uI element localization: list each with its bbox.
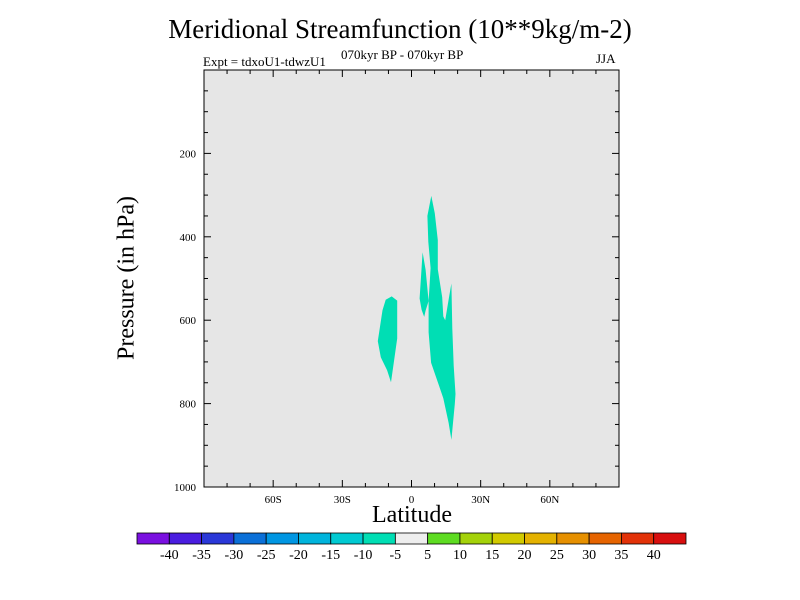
colorbar-swatch — [621, 532, 655, 545]
region-north-a — [419, 252, 429, 317]
y-tick-label: 200 — [180, 148, 197, 160]
y-tick-label: 600 — [180, 315, 197, 327]
colorbar-label: -35 — [192, 548, 211, 563]
colorbar-swatch — [265, 532, 299, 545]
colorbar-label: -15 — [321, 548, 340, 563]
colorbar-label: -5 — [390, 548, 402, 563]
colorbar-swatch — [233, 532, 267, 545]
x-tick-label: 60N — [540, 494, 559, 506]
colorbar-swatch — [459, 532, 493, 545]
colorbar-swatch — [588, 532, 622, 545]
colorbar-swatch — [653, 532, 687, 545]
colorbar-swatch — [524, 532, 558, 545]
colorbar: -40 -35 -30 -25 -20 -15 -10 -5 5 10 15 20 25 30 35 40 — [136, 532, 687, 563]
colorbar-swatch — [298, 532, 332, 545]
plot-frame — [203, 69, 620, 488]
region-south — [377, 296, 398, 383]
colorbar-label: -30 — [225, 548, 244, 563]
colorbar-label: -10 — [354, 548, 373, 563]
x-tick-label: 30N — [471, 494, 490, 506]
colorbar-label: 15 — [485, 548, 499, 563]
period-label: 070kyr BP - 070kyr BP — [341, 47, 464, 62]
colorbar-label: 30 — [582, 548, 596, 563]
colorbar-label: 40 — [647, 548, 661, 563]
colorbar-label: -40 — [160, 548, 179, 563]
colorbar-label: 10 — [453, 548, 467, 563]
colorbar-swatch — [394, 532, 429, 545]
colorbar-label: 5 — [424, 548, 431, 563]
region-north-b — [427, 195, 456, 440]
colorbar-label: -20 — [289, 548, 308, 563]
colorbar-swatch — [201, 532, 235, 545]
chart-title: Meridional Streamfunction (10**9kg/m-2) — [168, 14, 632, 44]
colorbar-swatch — [556, 532, 590, 545]
y-tick-label: 800 — [180, 399, 197, 411]
colorbar-label: 35 — [614, 548, 628, 563]
x-tick-label: 60S — [265, 494, 282, 506]
y-tick-label: 1000 — [174, 482, 197, 494]
colorbar-swatch — [136, 532, 170, 545]
colorbar-swatch — [330, 532, 364, 545]
y-tick-label: 400 — [180, 232, 197, 244]
colorbar-label: 20 — [518, 548, 532, 563]
season-label: JJA — [596, 51, 616, 66]
x-axis-label: Latitude — [372, 502, 452, 528]
colorbar-swatch — [427, 532, 461, 545]
colorbar-swatch — [168, 532, 202, 545]
colorbar-label: -25 — [257, 548, 276, 563]
x-tick-label: 0 — [409, 494, 415, 506]
plot-area — [204, 70, 619, 487]
experiment-label: Expt = tdxoU1-tdwzU1 — [203, 54, 326, 69]
axes: 200 400 600 800 1000 60S 30S 0 30N 60N — [174, 70, 619, 506]
colorbar-label: 25 — [550, 548, 564, 563]
colorbar-swatch — [491, 532, 525, 545]
x-tick-label: 30S — [334, 494, 351, 506]
colorbar-swatch — [362, 532, 396, 545]
contour-regions — [377, 195, 456, 440]
